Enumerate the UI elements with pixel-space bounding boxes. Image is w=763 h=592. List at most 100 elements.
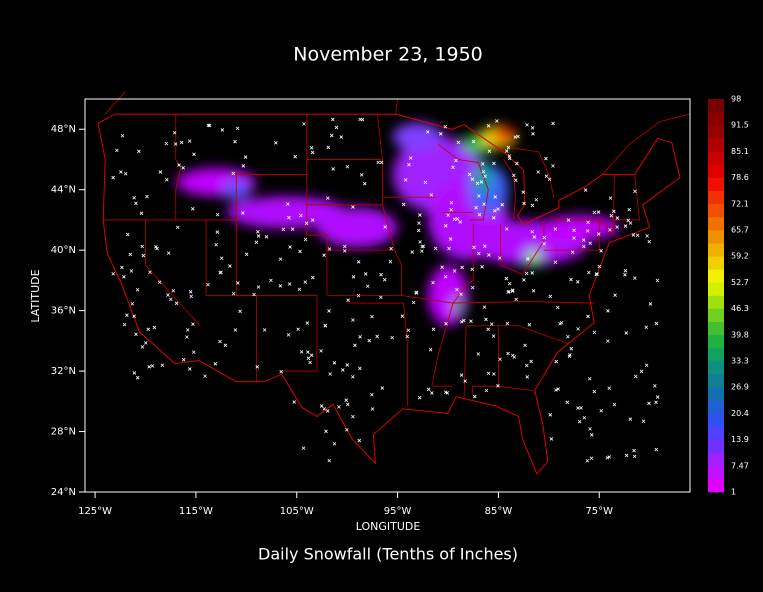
station (529, 359, 533, 364)
station (462, 318, 466, 323)
station (477, 194, 481, 198)
station (235, 126, 240, 131)
station (654, 447, 659, 452)
stations (111, 117, 660, 463)
station (125, 313, 129, 317)
station (505, 321, 510, 326)
boundary (452, 224, 595, 304)
station (146, 327, 151, 332)
boundary (550, 174, 615, 237)
station (576, 406, 580, 410)
station (515, 161, 519, 166)
station (188, 290, 193, 294)
station (223, 343, 228, 348)
station (328, 372, 332, 376)
station (238, 309, 242, 314)
station (531, 132, 535, 136)
station (653, 383, 657, 388)
station (181, 166, 185, 170)
station (624, 331, 629, 335)
station (175, 225, 180, 230)
station (553, 227, 558, 231)
x-tick-label: 75°W (585, 506, 613, 517)
station (128, 252, 133, 257)
station (190, 207, 195, 211)
station (233, 328, 238, 332)
station (581, 238, 586, 242)
station (588, 241, 592, 246)
station (293, 154, 298, 159)
station (514, 178, 518, 183)
colorbar-cell (708, 256, 724, 270)
colorbar-cell (708, 125, 724, 139)
colorbar-label: 85.1 (731, 147, 749, 156)
colorbar-cell (708, 426, 724, 440)
station (575, 280, 580, 284)
station (445, 391, 450, 395)
station (645, 234, 649, 238)
station (582, 415, 587, 420)
colorbar-label: 39.8 (731, 330, 749, 339)
caption: Daily Snowfall (Tenths of Inches) (258, 545, 518, 564)
station (633, 374, 638, 379)
station (132, 371, 137, 375)
boundary (463, 325, 467, 397)
station (487, 149, 492, 153)
station (470, 177, 475, 181)
station (530, 271, 535, 275)
station (474, 205, 478, 210)
station (243, 155, 248, 159)
station (605, 455, 610, 460)
x-tick-label: 95°W (384, 506, 412, 517)
station (346, 298, 350, 302)
station (329, 133, 334, 138)
station (341, 368, 345, 372)
station (647, 239, 651, 244)
station (511, 173, 516, 178)
x-tick-label: 125°W (78, 506, 112, 517)
station (522, 201, 526, 206)
station (331, 117, 335, 122)
station (470, 267, 474, 272)
station (568, 353, 572, 357)
station (297, 287, 302, 292)
station (203, 374, 207, 378)
station (172, 130, 177, 135)
station (429, 193, 434, 197)
station (288, 245, 292, 249)
station (192, 152, 196, 157)
station (585, 458, 590, 463)
station (137, 149, 141, 154)
colorbar-label: 52.7 (731, 278, 749, 287)
station (362, 181, 367, 186)
station (459, 319, 464, 324)
station (548, 413, 553, 417)
station (111, 175, 115, 180)
colorbar-label: 46.3 (731, 304, 749, 313)
station (542, 235, 547, 240)
station (342, 249, 347, 253)
boundary (601, 113, 691, 175)
station (486, 124, 491, 128)
colorbar-cell (708, 452, 724, 467)
station (589, 456, 594, 461)
station (290, 227, 295, 231)
station (122, 322, 127, 327)
station (400, 314, 405, 318)
station (512, 355, 517, 359)
station (299, 350, 304, 354)
station (554, 359, 559, 364)
station (405, 334, 410, 339)
station (623, 224, 628, 228)
station (505, 227, 509, 231)
station (278, 257, 283, 261)
station (143, 341, 148, 345)
station (477, 212, 482, 217)
station (542, 242, 546, 246)
station (577, 419, 582, 424)
station (296, 327, 300, 332)
station (525, 257, 530, 261)
station (553, 260, 558, 265)
station (597, 264, 602, 269)
colorbar-label: 65.7 (731, 226, 749, 235)
